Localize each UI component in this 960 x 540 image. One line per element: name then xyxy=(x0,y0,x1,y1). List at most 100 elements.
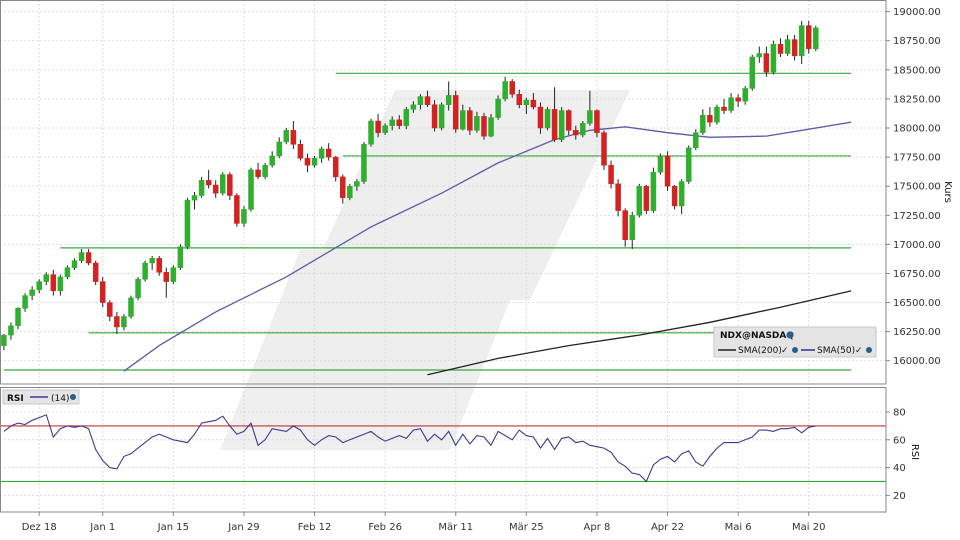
candle-body xyxy=(523,99,530,105)
candle-body xyxy=(664,155,671,187)
candle-body xyxy=(460,110,466,130)
candle-body xyxy=(332,156,339,178)
candle-body xyxy=(798,25,805,57)
rsi-legend-title: RSI xyxy=(7,394,24,404)
rsi-y-axis: 20 40 60 80 xyxy=(886,408,906,502)
candle xyxy=(565,109,572,135)
candle xyxy=(643,185,650,215)
rsi-legend-period: (14) xyxy=(51,394,69,404)
candle xyxy=(770,40,777,75)
rsi-settings-icon[interactable] xyxy=(70,394,76,400)
price-panel-border xyxy=(0,0,887,385)
candle-body xyxy=(212,184,219,194)
candle-body xyxy=(156,258,162,273)
candle xyxy=(431,100,438,132)
x-tick-label: Jan 1 xyxy=(89,522,115,533)
candle xyxy=(99,276,106,308)
legend-sma200-settings-icon[interactable] xyxy=(792,347,798,353)
candle xyxy=(735,94,741,108)
candle-body xyxy=(735,97,741,102)
candle xyxy=(791,34,798,61)
candle-body xyxy=(573,130,579,136)
candle-body xyxy=(530,99,537,108)
candle-body xyxy=(622,210,628,240)
price-legend: NDX@NASDAQ SMA(200) ✓ SMA(50) ✓ xyxy=(713,326,877,358)
candle-body xyxy=(445,95,452,105)
y-tick-label: 16250.00 xyxy=(893,327,941,338)
candle-body xyxy=(742,88,748,102)
candle-body xyxy=(255,169,261,178)
legend-sma200-check-icon[interactable]: ✓ xyxy=(781,346,789,356)
candle-body xyxy=(128,297,134,317)
legend-sma50-check-icon[interactable]: ✓ xyxy=(855,346,863,356)
candle-body xyxy=(565,110,572,131)
candle-body xyxy=(488,117,494,137)
candle-body xyxy=(728,97,734,111)
candle xyxy=(678,179,685,215)
candle xyxy=(502,76,508,102)
candle xyxy=(361,141,367,184)
candle xyxy=(114,311,120,334)
candle-body xyxy=(368,120,374,145)
candle-body xyxy=(135,279,141,299)
candle xyxy=(707,107,713,127)
candle-body xyxy=(791,39,798,57)
candle xyxy=(15,307,21,330)
candle-body xyxy=(107,302,113,317)
candle xyxy=(375,114,381,138)
candle xyxy=(467,107,473,135)
candle-body xyxy=(177,246,184,268)
candle-body xyxy=(8,325,14,336)
candle-body xyxy=(64,267,71,278)
candle xyxy=(537,102,544,134)
candle-body xyxy=(495,98,501,118)
candle-body xyxy=(784,39,791,54)
candle xyxy=(488,114,494,138)
candle-body xyxy=(813,27,819,50)
candle xyxy=(92,260,99,286)
candle-body xyxy=(509,81,515,95)
candle-body xyxy=(318,148,325,159)
candle-body xyxy=(99,281,106,303)
candle-body xyxy=(15,308,21,327)
candle-body xyxy=(234,195,240,224)
y-tick-label: 18500.00 xyxy=(893,65,941,76)
candle-body xyxy=(304,158,311,166)
candle-body xyxy=(78,252,85,261)
candle-body xyxy=(205,180,212,186)
candle-body xyxy=(671,185,678,207)
candle xyxy=(460,104,466,131)
candle xyxy=(608,160,614,189)
rsi-tick-label: 20 xyxy=(893,491,906,502)
candle xyxy=(530,93,537,110)
candle xyxy=(410,101,417,113)
candle-body xyxy=(721,106,727,111)
candlesticks xyxy=(1,20,819,351)
candle xyxy=(290,121,297,149)
candle xyxy=(234,193,240,227)
candle xyxy=(403,107,410,130)
y-tick-label: 19000.00 xyxy=(893,7,941,18)
candle xyxy=(558,107,565,142)
candle-body xyxy=(763,53,770,73)
candle-body xyxy=(474,116,480,131)
candle xyxy=(629,211,635,250)
candle xyxy=(516,89,523,109)
candle xyxy=(685,145,692,184)
candle xyxy=(227,172,233,201)
candle-body xyxy=(276,141,282,157)
candle-body xyxy=(220,174,226,194)
candle-body xyxy=(629,215,635,240)
candle xyxy=(445,81,452,111)
candle-body xyxy=(615,183,621,211)
candle xyxy=(29,286,35,301)
candle-body xyxy=(403,109,410,126)
candle-body xyxy=(756,53,763,58)
candle xyxy=(304,153,311,173)
candle xyxy=(544,107,551,131)
x-tick-label: Apr 22 xyxy=(651,522,684,533)
legend-settings-icon[interactable] xyxy=(786,331,794,339)
candle xyxy=(664,151,671,191)
candle xyxy=(481,112,487,140)
legend-sma50-settings-icon[interactable] xyxy=(866,347,872,353)
